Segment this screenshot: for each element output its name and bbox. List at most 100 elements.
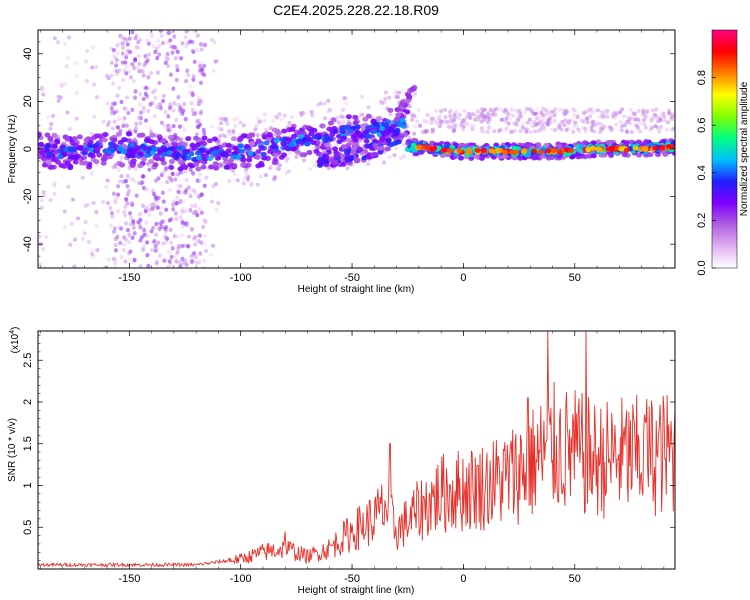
colorbar-label: Normalized spectral amplitude xyxy=(739,81,750,216)
spectrogram-cell xyxy=(523,127,528,132)
spectrogram-cell xyxy=(592,122,597,127)
spectrogram-cell xyxy=(547,120,552,125)
spectrogram-cell xyxy=(138,92,143,97)
spectrogram-cell xyxy=(478,155,485,161)
spectrogram-cell xyxy=(244,167,249,172)
spectrogram-cell xyxy=(188,194,193,199)
spectrogram-cell xyxy=(420,130,425,135)
spectrogram-cell xyxy=(461,124,466,129)
spectrogram-cell xyxy=(91,254,96,259)
spectrogram-cell xyxy=(165,51,170,57)
spectrogram-cell xyxy=(198,60,203,65)
spectrogram-cell xyxy=(516,117,521,122)
spectrogram-cell xyxy=(38,234,42,239)
spectrogram-cell xyxy=(158,211,163,216)
spectrogram-cell xyxy=(123,60,128,65)
spectrogram-cell xyxy=(564,128,569,133)
spectrogram-cell xyxy=(362,116,369,122)
y-tick-label: 0.5 xyxy=(22,520,34,535)
spectrogram-cell xyxy=(113,248,118,253)
spectrogram-cell xyxy=(255,133,260,138)
spectrogram-cell xyxy=(113,263,118,268)
spectrogram-cell xyxy=(217,162,224,168)
spectrogram-cell xyxy=(609,128,614,133)
spectrogram-cell xyxy=(326,166,331,171)
spectrogram-cell xyxy=(508,116,513,121)
spectrogram-cell xyxy=(342,107,347,112)
spectrogram-cell xyxy=(447,110,452,115)
spectrogram-cell xyxy=(322,101,327,106)
spectrogram-cell xyxy=(425,113,430,118)
spectrogram-cell xyxy=(119,155,124,160)
spectrogram-cell xyxy=(560,119,565,124)
spectrogram-cell xyxy=(44,132,51,138)
spectrogram-cell xyxy=(532,119,537,124)
spectrogram-cell xyxy=(493,111,498,116)
spectrogram-cell xyxy=(121,247,126,253)
spectrogram-cell xyxy=(548,114,553,119)
spectrogram-cell xyxy=(488,148,495,154)
spectrogram-cell xyxy=(80,237,85,242)
snr-scale-exponent: 4 xyxy=(9,330,16,334)
spectrogram-cell xyxy=(605,114,610,119)
spectrogram-cell xyxy=(318,101,323,106)
spectrogram-cell xyxy=(669,115,674,120)
spectrogram-cell xyxy=(576,127,581,132)
spectrogram-cell xyxy=(649,125,654,130)
spectrogram-cell xyxy=(341,115,346,120)
spectrogram-cell xyxy=(161,199,166,204)
spectrogram-cell xyxy=(41,92,46,97)
spectrogram-cell xyxy=(94,146,101,152)
spectrogram-cell xyxy=(406,94,413,100)
spectrogram-cell xyxy=(51,157,58,163)
spectrogram-cell xyxy=(67,154,74,160)
spectrogram-cell xyxy=(180,224,185,229)
spectrogram-cell xyxy=(156,176,161,181)
spectrogram-cell xyxy=(211,136,218,142)
spectrogram-cell xyxy=(90,65,95,70)
spectrogram-cell xyxy=(412,131,417,136)
spectrogram-cell xyxy=(332,159,339,165)
spectrogram-cell xyxy=(600,127,605,132)
spectrogram-cell xyxy=(513,109,518,114)
spectrogram-cell xyxy=(115,234,120,240)
spectrogram-cell xyxy=(653,124,658,129)
spectrogram-cell xyxy=(157,52,162,57)
spectrogram-cell xyxy=(307,136,314,142)
spectrogram-cell xyxy=(598,130,603,135)
spectrogram-cell xyxy=(225,121,230,126)
spectrogram-cell xyxy=(348,156,355,162)
spectrogram-cell xyxy=(38,141,45,147)
spectrogram-cell xyxy=(383,96,388,101)
spectrogram-cell xyxy=(106,257,111,262)
spectrogram-cell xyxy=(590,153,597,159)
spectrogram-cell xyxy=(332,146,339,152)
spectrogram-cell xyxy=(277,112,282,117)
spectrogram-cell xyxy=(412,92,417,97)
spectrogram-cell xyxy=(186,185,191,190)
spectrogram-cell xyxy=(94,95,99,100)
spectrogram-cell xyxy=(149,229,154,234)
spectrogram-cell xyxy=(123,221,128,226)
spectrogram-cell xyxy=(458,123,463,128)
spectrogram-cell xyxy=(541,128,546,133)
spectrogram-cell xyxy=(112,229,117,234)
spectrogram-cell xyxy=(378,145,385,151)
spectrogram-cell xyxy=(146,41,151,46)
spectrogram-cell xyxy=(130,107,135,113)
spectrogram-cell xyxy=(416,144,423,150)
spectrogram-cell xyxy=(482,113,487,118)
spectrogram-cell xyxy=(158,105,163,111)
spectrogram-cell xyxy=(494,107,499,112)
spectrogram-cell xyxy=(192,59,197,65)
spectrogram-cell xyxy=(132,258,137,263)
spectrogram-cell xyxy=(138,120,143,126)
spectrogram-cell xyxy=(418,124,423,129)
spectrogram-cell xyxy=(409,86,416,92)
spectrogram-cell xyxy=(73,237,78,242)
spectrogram-cell xyxy=(289,115,294,120)
spectrogram-cell xyxy=(295,139,302,145)
spectrogram-cell xyxy=(487,117,492,122)
spectrogram-cell xyxy=(140,156,147,162)
spectrogram-cell xyxy=(171,199,176,205)
